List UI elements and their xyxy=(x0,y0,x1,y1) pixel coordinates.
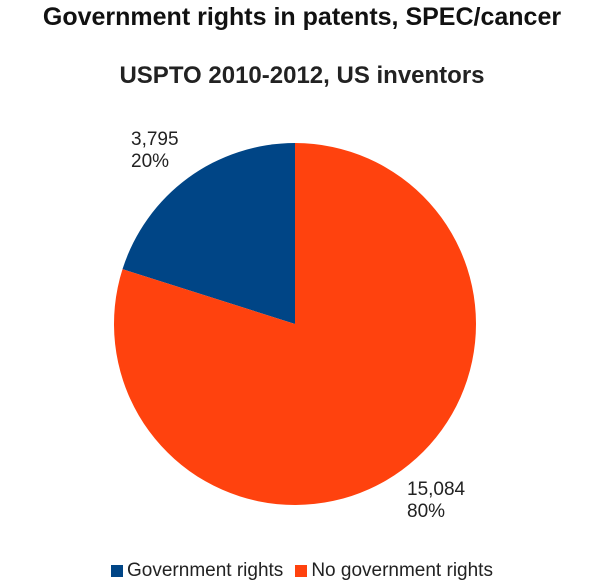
pie-chart xyxy=(114,143,476,506)
pie-slice-no-government-rights xyxy=(114,143,476,506)
slice-value-no-government-rights: 15,084 xyxy=(407,479,466,500)
chart-title: Government rights in patents, SPEC/cance… xyxy=(42,3,562,31)
legend-item-government-rights: Government rights xyxy=(111,560,283,582)
chart-legend: Government rights No government rights xyxy=(0,559,604,583)
chart-subtitle: USPTO 2010-2012, US inventors xyxy=(119,62,485,89)
slice-percent-no-government-rights: 80% xyxy=(407,501,446,522)
pie-slice-government-rights xyxy=(122,143,295,324)
legend-item-no-government-rights: No government rights xyxy=(295,560,493,582)
slice-percent-government-rights: 20% xyxy=(131,151,170,172)
slice-value-government-rights: 3,795 xyxy=(131,129,179,150)
legend-label-no-government-rights: No government rights xyxy=(311,560,493,581)
legend-swatch-government-rights xyxy=(111,565,124,577)
slice-label-government-rights: 3,795 20% xyxy=(131,129,179,173)
slice-label-no-government-rights: 15,084 80% xyxy=(407,479,465,523)
legend-swatch-no-government-rights xyxy=(295,565,308,577)
legend-label-government-rights: Government rights xyxy=(127,560,284,581)
